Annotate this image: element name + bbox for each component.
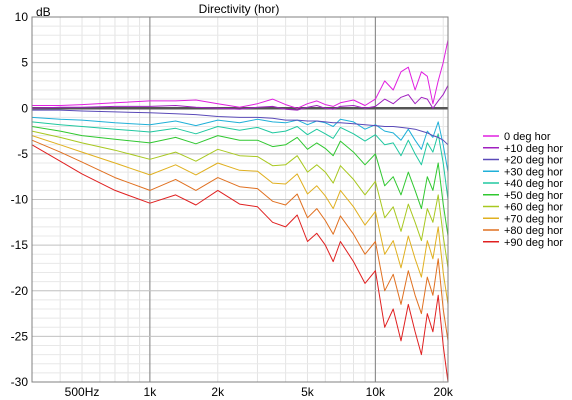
y-tick-label: -15: [11, 238, 29, 252]
y-tick-label: -30: [11, 375, 29, 389]
plot-frame: [31, 16, 449, 383]
legend-entry: +90 deg hor: [504, 237, 563, 249]
series-line--10-deg-hor: [31, 85, 449, 111]
legend: 0 deg hor+10 deg hor+20 deg hor+30 deg h…: [483, 131, 563, 249]
x-tick-label: 20k: [434, 385, 454, 399]
x-tick-label: 5k: [301, 385, 315, 399]
series-layer: [31, 39, 449, 383]
y-tick-label: 10: [15, 10, 29, 24]
x-tick-labels: 500Hz 1k 2k 5k 10k 20k: [65, 385, 454, 399]
y-tick-label: -20: [11, 284, 29, 298]
series-line--90-deg-hor: [31, 144, 449, 383]
series-line--30-deg-hor: [31, 116, 449, 173]
legend-entry: +40 deg hor: [504, 178, 563, 190]
y-tick-label: 0: [21, 101, 28, 115]
y-tick-label: 5: [21, 56, 28, 70]
y-tick-label: -10: [11, 193, 29, 207]
y-tick-label: -25: [11, 329, 29, 343]
series-line-0-deg-hor: [32, 39, 449, 109]
series-line--80-deg-hor: [31, 139, 449, 341]
y-axis-label: dB: [36, 5, 51, 19]
chart-title: Directivity (hor): [199, 2, 280, 16]
legend-entry: +30 deg hor: [504, 166, 563, 178]
legend-entry: +80 deg hor: [504, 225, 563, 237]
series-line--40-deg-hor: [31, 121, 449, 200]
legend-entry: +70 deg hor: [504, 213, 563, 225]
legend-entry: +20 deg hor: [504, 155, 563, 167]
x-tick-label: 1k: [144, 385, 158, 399]
y-tick-label: -5: [17, 147, 28, 161]
series-line--70-deg-hor: [31, 135, 449, 305]
legend-entry: 0 deg hor: [504, 131, 551, 143]
y-tick-labels: 10 5 0 -5 -10 -15 -20 -25 -30: [11, 10, 29, 389]
series-line--60-deg-hor: [31, 130, 449, 268]
legend-entry: +10 deg hor: [504, 143, 563, 155]
x-tick-label: 500Hz: [65, 385, 100, 399]
legend-entry: +60 deg hor: [504, 202, 563, 214]
series-line--50-deg-hor: [31, 126, 449, 237]
legend-entry: +50 deg hor: [504, 190, 563, 202]
x-tick-label: 10k: [366, 385, 386, 399]
series-line--20-deg-hor: [32, 109, 449, 146]
x-tick-label: 2k: [211, 385, 225, 399]
